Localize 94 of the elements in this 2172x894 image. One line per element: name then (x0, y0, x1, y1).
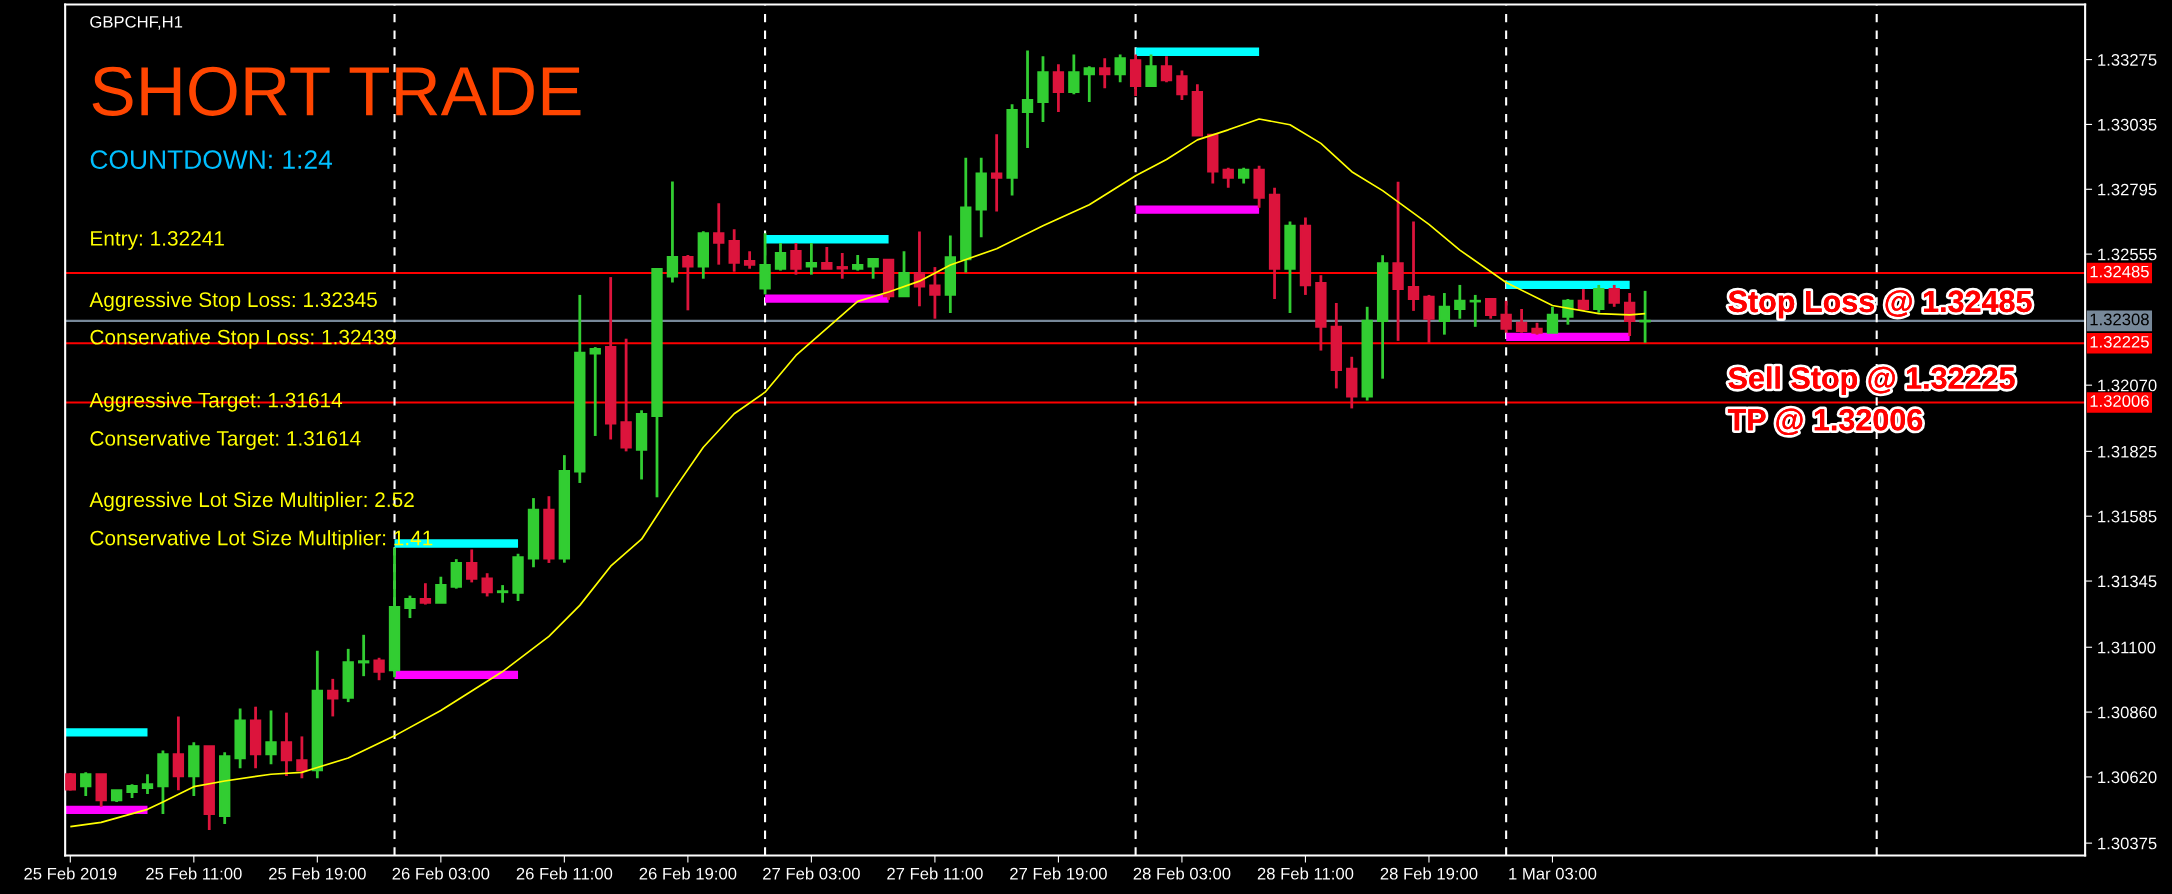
line-series (69, 118, 1646, 828)
candlestick (1176, 69, 1188, 102)
y-tick-label: 1.32795 (2098, 183, 2157, 196)
candlestick (481, 571, 493, 598)
candlestick (280, 711, 293, 778)
annotation: Conservative Target: 1.31614 (90, 430, 361, 450)
ref-line-label: 1.32006 (2090, 395, 2149, 407)
x-tick-label: 25 Feb 19:00 (269, 867, 366, 880)
y-tick-label: 1.33275 (2098, 53, 2157, 66)
annotation: Sell Stop @ 1.32225 (1728, 366, 2015, 395)
ref-line-label: 1.32308 (2090, 313, 2149, 326)
candlestick (1454, 283, 1466, 321)
candlestick (728, 227, 740, 274)
y-tick-label: 1.31345 (2098, 575, 2157, 588)
candlestick (327, 677, 339, 718)
annotation: TP @ 1.32006 (1727, 408, 1923, 436)
candlestick (1222, 166, 1234, 190)
candlestick (790, 241, 802, 277)
ref-line-label: 1.32225 (2090, 335, 2149, 348)
candlestick (357, 633, 370, 678)
y-tick-label: 1.30860 (2098, 706, 2157, 719)
candlestick (404, 594, 416, 620)
candlestick (1485, 297, 1497, 321)
candlestick (682, 253, 694, 312)
candlestick (435, 575, 447, 605)
annotation: SHORT TRADE (92, 66, 581, 116)
y-tick-label: 1.31100 (2098, 641, 2156, 654)
candlestick (1099, 56, 1111, 90)
candlestick (1593, 283, 1605, 315)
candlestick (1562, 297, 1574, 327)
candlestick (1608, 283, 1620, 309)
candlestick (929, 265, 941, 321)
x-tick-label: 28 Feb 19:00 (1380, 867, 1478, 880)
y-tick-label: 1.32555 (2098, 248, 2157, 261)
x-tick-label: 26 Feb 03:00 (392, 867, 490, 880)
candlestick (141, 772, 154, 796)
candlestick (1500, 299, 1512, 335)
candlestick (265, 709, 277, 766)
x-tick-label: 25 Feb 2019 (24, 867, 117, 880)
candlestick (1160, 54, 1173, 84)
candlestick (759, 231, 771, 296)
candlestick (1068, 53, 1080, 96)
x-tick-label: 25 Feb 11:00 (146, 867, 242, 880)
y-tick-label: 1.31585 (2098, 510, 2157, 523)
x-tick-label: 1 Mar 03:00 (1509, 867, 1597, 880)
candlestick (373, 656, 385, 682)
annotation: Entry: 1.32241 (91, 231, 224, 250)
candlestick (821, 245, 833, 271)
x-tick-label: 27 Feb 11:00 (887, 867, 983, 880)
candlestick (805, 241, 818, 277)
candlestick (296, 735, 308, 780)
x-tick-label: 28 Feb 11:00 (1257, 867, 1354, 880)
candlestick (419, 581, 432, 606)
x-tick-label: 27 Feb 19:00 (1010, 867, 1107, 880)
candlestick (836, 251, 848, 281)
candlestick (713, 201, 725, 267)
y-tick-label: 1.32070 (2098, 379, 2157, 392)
candlestick (1423, 293, 1435, 345)
y-tick-label: 1.31825 (2098, 445, 2157, 458)
candlestick (1407, 220, 1420, 313)
candlestick (867, 257, 879, 281)
candlestick (990, 132, 1003, 213)
candlestick (1083, 64, 1095, 104)
candlestick (589, 345, 601, 438)
candlestick (1145, 53, 1157, 88)
y-tick-label: 1.30375 (2098, 837, 2157, 850)
candlestick (913, 230, 926, 308)
y-tick-label: 1.33035 (2098, 118, 2157, 131)
annotation: Stop Loss @ 1.32485 (1728, 290, 2032, 319)
candlestick (1052, 62, 1065, 114)
x-tick-label: 26 Feb 19:00 (639, 867, 737, 880)
candlestick (1515, 307, 1528, 335)
candlestick (172, 715, 185, 792)
candlestick (898, 249, 910, 298)
candlestick (1639, 289, 1651, 345)
candlestick (496, 583, 509, 605)
y-tick-label: 1.30620 (2098, 771, 2157, 784)
ref-line-label: 1.32485 (2090, 265, 2149, 278)
annotation: COUNTDOWN: 1:24 (90, 150, 333, 170)
candlestick (1438, 291, 1451, 337)
x-tick-label: 28 Feb 03:00 (1133, 867, 1231, 880)
candlestick (774, 241, 787, 272)
candlestick (450, 557, 462, 590)
x-tick-label: 27 Feb 03:00 (763, 867, 860, 880)
candlestick (80, 770, 92, 798)
candlestick (1021, 49, 1034, 150)
candlestick (466, 548, 478, 584)
text: GBPCHF,H1 (90, 15, 183, 30)
candlestick (1546, 305, 1559, 335)
annotation: Aggressive Lot Size Multiplier: 2.52 (89, 491, 414, 512)
annotation: Aggressive Stop Loss: 1.32345 (89, 291, 377, 312)
x-tick-label: 26 Feb 11:00 (516, 867, 613, 880)
candlestick (1114, 53, 1126, 84)
candlestick (666, 180, 679, 284)
